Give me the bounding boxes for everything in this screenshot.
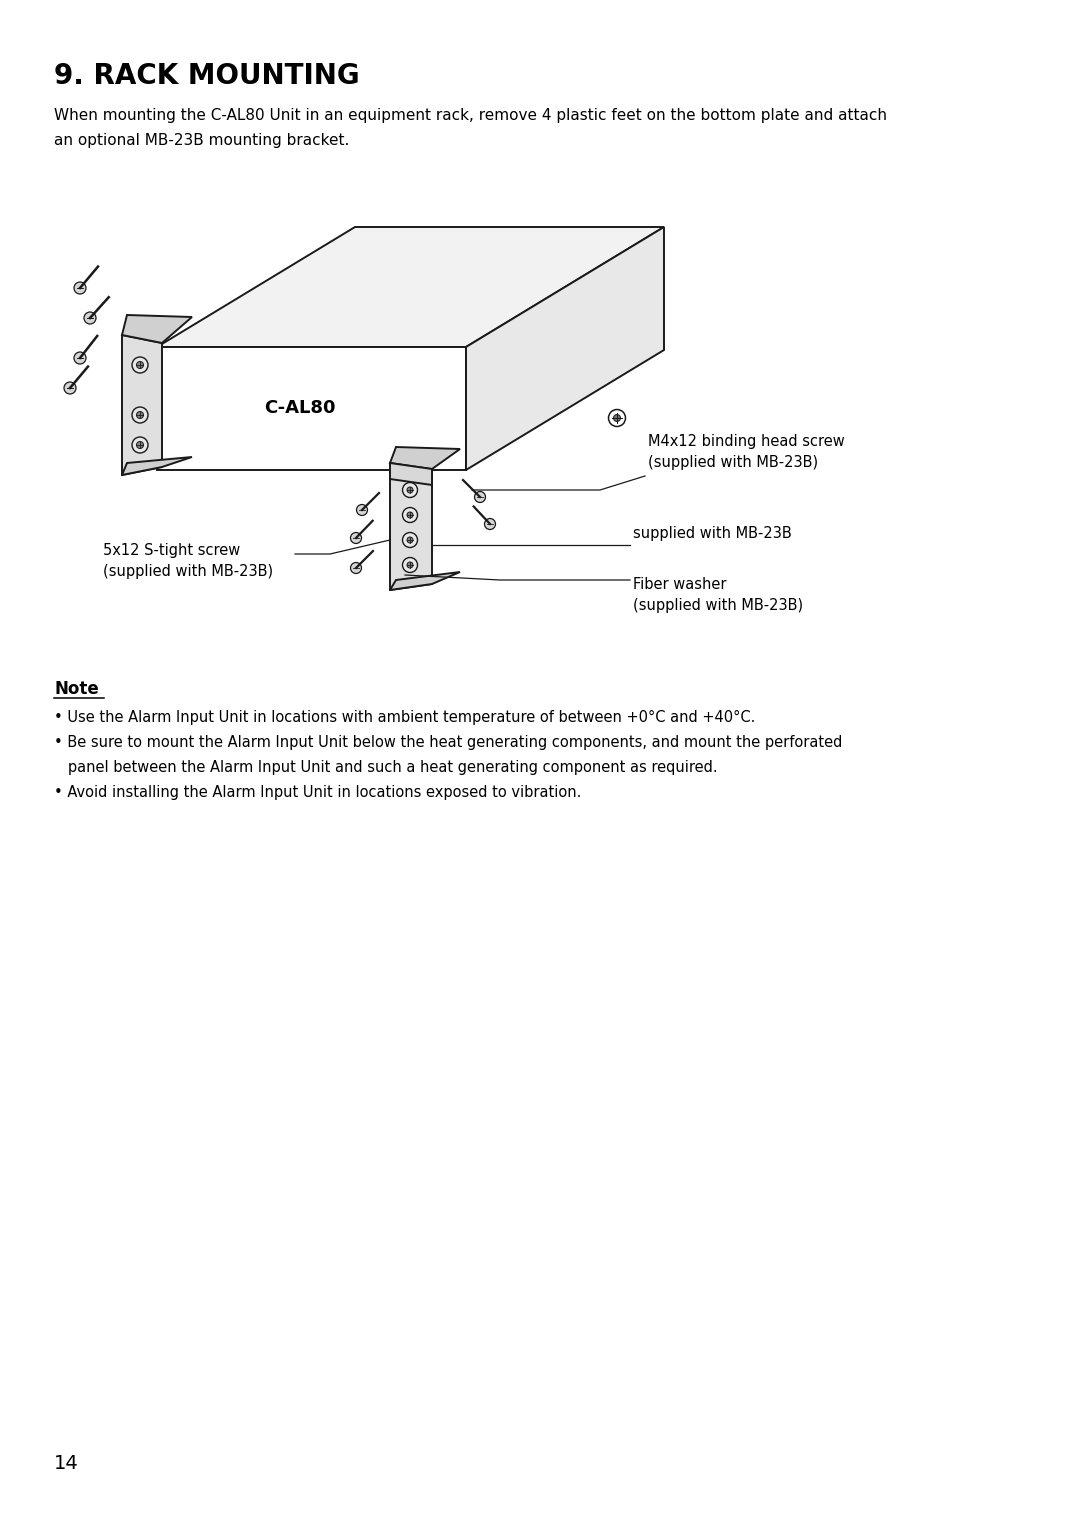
Polygon shape	[390, 571, 460, 590]
Text: 5x12 S-tight screw
(supplied with MB-23B): 5x12 S-tight screw (supplied with MB-23B…	[103, 542, 273, 579]
Circle shape	[136, 442, 144, 449]
Text: C-AL80: C-AL80	[265, 399, 336, 417]
Circle shape	[407, 536, 413, 542]
Text: M4x12 binding head screw
(supplied with MB-23B): M4x12 binding head screw (supplied with …	[648, 434, 845, 471]
Circle shape	[84, 312, 96, 324]
Circle shape	[351, 532, 362, 544]
Circle shape	[485, 518, 496, 530]
Polygon shape	[390, 463, 432, 484]
Polygon shape	[465, 228, 664, 471]
Circle shape	[351, 562, 362, 573]
Text: • Be sure to mount the Alarm Input Unit below the heat generating components, an: • Be sure to mount the Alarm Input Unit …	[54, 735, 842, 750]
Text: • Avoid installing the Alarm Input Unit in locations exposed to vibration.: • Avoid installing the Alarm Input Unit …	[54, 785, 581, 801]
Circle shape	[403, 483, 418, 498]
Circle shape	[403, 532, 418, 547]
Polygon shape	[122, 315, 192, 342]
Circle shape	[407, 487, 413, 494]
Circle shape	[132, 406, 148, 423]
Circle shape	[75, 351, 86, 364]
Text: When mounting the C-AL80 Unit in an equipment rack, remove 4 plastic feet on the: When mounting the C-AL80 Unit in an equi…	[54, 108, 887, 122]
Text: panel between the Alarm Input Unit and such a heat generating component as requi: panel between the Alarm Input Unit and s…	[54, 759, 717, 775]
Circle shape	[407, 562, 413, 568]
Circle shape	[132, 358, 148, 373]
Circle shape	[474, 492, 486, 503]
Circle shape	[407, 512, 413, 518]
Circle shape	[136, 362, 144, 368]
Text: Note: Note	[54, 680, 98, 698]
Polygon shape	[157, 347, 465, 471]
Text: • Use the Alarm Input Unit in locations with ambient temperature of between +0°C: • Use the Alarm Input Unit in locations …	[54, 711, 755, 724]
Polygon shape	[390, 463, 432, 590]
Circle shape	[64, 382, 76, 394]
Polygon shape	[122, 457, 192, 475]
Text: 14: 14	[54, 1455, 79, 1473]
Polygon shape	[122, 335, 162, 475]
Circle shape	[136, 411, 144, 419]
Text: Fiber washer
(supplied with MB-23B): Fiber washer (supplied with MB-23B)	[633, 578, 804, 613]
Polygon shape	[157, 228, 664, 347]
Circle shape	[403, 507, 418, 523]
Circle shape	[132, 437, 148, 452]
Circle shape	[613, 414, 621, 422]
Polygon shape	[390, 448, 460, 469]
Text: an optional MB-23B mounting bracket.: an optional MB-23B mounting bracket.	[54, 133, 349, 148]
Circle shape	[356, 504, 367, 515]
Text: supplied with MB-23B: supplied with MB-23B	[633, 526, 792, 541]
Circle shape	[403, 558, 418, 573]
Text: 9. RACK MOUNTING: 9. RACK MOUNTING	[54, 63, 360, 90]
Circle shape	[608, 410, 625, 426]
Circle shape	[75, 283, 86, 293]
